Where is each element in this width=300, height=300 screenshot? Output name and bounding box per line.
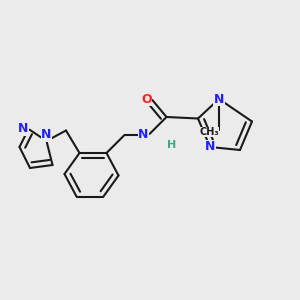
Text: N: N: [41, 128, 52, 141]
Text: H: H: [167, 140, 176, 151]
Text: N: N: [205, 140, 215, 154]
Text: CH₃: CH₃: [200, 127, 219, 137]
Text: N: N: [214, 92, 224, 106]
Text: O: O: [141, 92, 152, 106]
Text: N: N: [18, 122, 28, 136]
Text: N: N: [138, 128, 148, 142]
